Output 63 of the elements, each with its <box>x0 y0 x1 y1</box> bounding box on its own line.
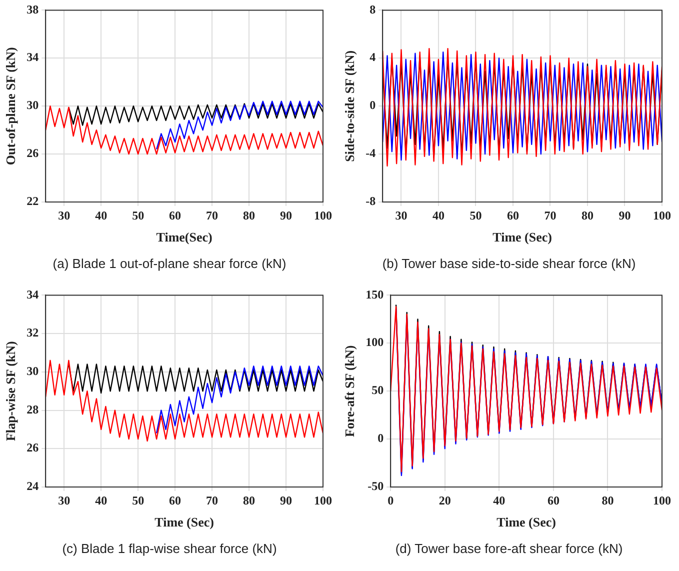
y-tick-label: -8 <box>366 194 376 208</box>
x-tick-label: 80 <box>581 208 594 222</box>
y-tick-label: 30 <box>26 364 39 378</box>
x-tick-label: 60 <box>169 493 182 508</box>
x-tick-label: 20 <box>438 493 451 508</box>
x-tick-label: 40 <box>432 208 444 222</box>
x-axis-title: Time (Sec) <box>496 514 556 530</box>
x-tick-label: 50 <box>132 208 144 222</box>
y-tick-label: 32 <box>26 326 39 340</box>
y-tick-label: 30 <box>26 98 39 112</box>
x-tick-label: 40 <box>493 493 506 508</box>
x-tick-label: 60 <box>547 493 560 508</box>
x-tick-label: 70 <box>544 208 556 222</box>
x-tick-label: 80 <box>243 208 256 222</box>
text: (c) Blade 1 flap-wise shear force (kN) <box>61 541 278 556</box>
y-tick-label: 28 <box>26 402 39 416</box>
x-tick-label: 50 <box>470 208 482 222</box>
text: (d) Tower base fore-aft shear force (kN) <box>394 541 624 556</box>
x-axis-title: Time (Sec) <box>492 230 552 245</box>
x-tick-label: 70 <box>206 493 218 508</box>
y-axis-title: Out-of-plane SF (kN) <box>3 47 18 166</box>
x-tick-label: 30 <box>58 208 70 222</box>
y-tick-label: 34 <box>26 287 39 302</box>
x-tick-label: 100 <box>314 493 332 508</box>
y-axis-title: Side-to-side SF (kN) <box>342 50 358 162</box>
y-tick-label: 0 <box>370 98 376 112</box>
text: (b) Tower base side-to-side shear force (kN) <box>381 256 637 271</box>
x-tick-label: 70 <box>206 208 218 222</box>
y-tick-label: 26 <box>26 146 39 160</box>
x-tick-label: 100 <box>653 493 671 508</box>
x-tick-label: 40 <box>95 208 108 222</box>
y-tick-label: 34 <box>26 50 39 64</box>
x-tick-label: 30 <box>395 208 408 222</box>
x-tick-label: 100 <box>314 208 332 222</box>
x-tick-label: 90 <box>280 208 292 222</box>
x-tick-label: 0 <box>388 493 394 508</box>
x-tick-label: 60 <box>506 208 519 222</box>
y-tick-label: 8 <box>370 2 376 16</box>
y-tick-label: 24 <box>26 479 39 494</box>
y-tick-label: 50 <box>372 383 384 398</box>
x-axis-title: Time(Sec) <box>156 230 212 245</box>
x-tick-label: 60 <box>169 208 182 222</box>
y-tick-label: 0 <box>378 431 384 446</box>
x-tick-label: 80 <box>243 493 256 508</box>
x-tick-label: 80 <box>602 493 614 508</box>
text: (a) Blade 1 out-of-plane shear force (kN) <box>52 256 288 271</box>
x-tick-label: 90 <box>280 493 292 508</box>
y-tick-label: 22 <box>26 194 39 208</box>
y-tick-label: 38 <box>26 2 39 16</box>
x-tick-label: 90 <box>618 208 631 222</box>
y-axis-title: Fore-aft SF (kN) <box>342 345 358 437</box>
y-tick-label: 4 <box>370 50 376 64</box>
y-tick-label: -50 <box>368 479 384 494</box>
y-tick-label: 100 <box>366 335 384 350</box>
y-tick-label: -4 <box>366 146 376 160</box>
y-axis-title: Flap-wise SF (kN) <box>3 341 18 442</box>
x-axis-title: Time (Sec) <box>154 514 214 530</box>
x-tick-label: 40 <box>95 493 108 508</box>
x-tick-label: 30 <box>58 493 70 508</box>
y-tick-label: 150 <box>366 287 384 302</box>
x-tick-label: 50 <box>132 493 144 508</box>
y-tick-label: 26 <box>26 440 39 455</box>
x-tick-label: 100 <box>653 208 671 222</box>
